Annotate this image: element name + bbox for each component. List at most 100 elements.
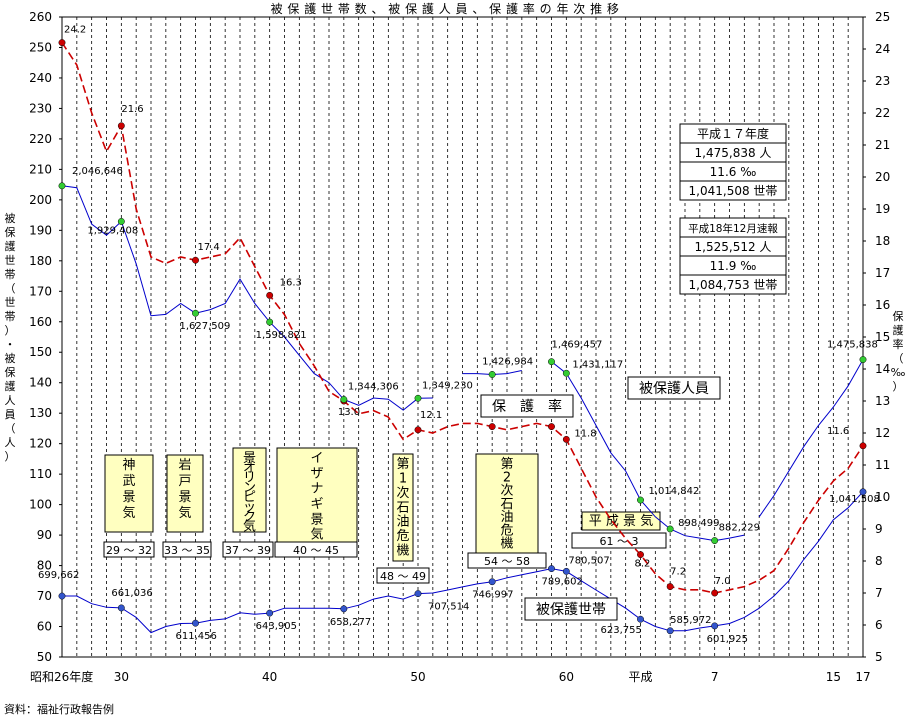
event-period-box bbox=[222, 541, 274, 558]
event-name-char: 石 bbox=[500, 497, 513, 512]
data-label: 789,602 bbox=[542, 577, 583, 588]
left-tick-label: 100 bbox=[29, 498, 52, 512]
x-tick-label: 17 bbox=[855, 670, 870, 684]
left-tick-label: 190 bbox=[29, 223, 52, 237]
series-line bbox=[758, 359, 864, 518]
data-label: 882,229 bbox=[719, 523, 760, 534]
data-point bbox=[414, 394, 422, 402]
summary-text: 1,475,838 人 bbox=[695, 146, 772, 160]
data-point bbox=[562, 567, 570, 575]
right-tick-label: 11 bbox=[875, 458, 890, 472]
summary-cell bbox=[679, 180, 787, 201]
left-axis-label-char: 世 bbox=[5, 254, 16, 267]
data-point bbox=[117, 122, 125, 130]
right-axis-label: 保護率（‰） bbox=[891, 309, 906, 393]
event-period-box bbox=[571, 532, 667, 549]
event-name-char: イ bbox=[310, 451, 323, 466]
data-label: 21.6 bbox=[121, 104, 143, 115]
event-name-char: ク bbox=[243, 510, 256, 525]
event-name-char: 危 bbox=[396, 529, 409, 544]
data-label: 13.0 bbox=[338, 407, 360, 418]
data-label: 7.0 bbox=[715, 576, 731, 587]
event-period: 54 〜 58 bbox=[484, 555, 530, 568]
left-tick-label: 170 bbox=[29, 284, 52, 298]
event-period-box bbox=[467, 552, 547, 569]
event-name-char: 武 bbox=[122, 474, 135, 489]
event-box bbox=[276, 447, 358, 547]
right-axis-label-char: 護 bbox=[893, 323, 904, 337]
event-period: 48 〜 49 bbox=[380, 570, 426, 583]
left-axis-label-char: （ bbox=[5, 422, 16, 435]
data-label: 658,277 bbox=[330, 617, 371, 628]
x-tick-label: 昭和26年度 bbox=[30, 669, 93, 684]
data-point bbox=[266, 291, 274, 299]
event-name-char: 機 bbox=[396, 544, 409, 559]
event-name-char: ッ bbox=[243, 500, 256, 515]
right-tick-label: 10 bbox=[875, 490, 890, 504]
event-name-char: 第 bbox=[500, 457, 513, 472]
data-label: 585,972 bbox=[670, 615, 711, 626]
data-point bbox=[266, 318, 274, 326]
data-label: 707,514 bbox=[428, 602, 469, 613]
event-name-char: 気 bbox=[122, 505, 135, 521]
left-tick-label: 120 bbox=[29, 437, 52, 451]
data-label: 780,507 bbox=[568, 555, 609, 566]
event-period-box bbox=[376, 567, 430, 584]
data-label: 623,755 bbox=[601, 625, 642, 636]
event-period-box bbox=[274, 541, 358, 558]
left-tick-label: 70 bbox=[37, 589, 52, 603]
event-name-char: 景 bbox=[178, 490, 191, 505]
event-name-char: ン bbox=[243, 480, 256, 495]
summary-text: 11.6 ‰ bbox=[710, 165, 757, 179]
data-label: 1,475,838 bbox=[827, 340, 878, 351]
event-name-char: 戸 bbox=[178, 474, 191, 489]
right-tick-label: 12 bbox=[875, 426, 890, 440]
event-period: 29 〜 32 bbox=[106, 544, 152, 557]
data-point bbox=[859, 488, 867, 496]
left-axis-label-char: 被 bbox=[5, 212, 16, 225]
left-axis-label-char: ） bbox=[5, 324, 16, 337]
right-tick-label: 22 bbox=[875, 106, 890, 120]
data-point bbox=[488, 423, 496, 431]
left-tick-label: 180 bbox=[29, 254, 52, 268]
data-point bbox=[117, 604, 125, 612]
right-axis-label-char: ‰ bbox=[891, 366, 906, 379]
source-note: 資料：福祉行政報告例 bbox=[4, 702, 114, 716]
event-name-char: 岩 bbox=[178, 458, 191, 473]
event-name-char: 景 bbox=[122, 490, 135, 505]
data-label: 11.6 bbox=[827, 426, 849, 437]
event-box bbox=[392, 453, 414, 562]
data-point bbox=[711, 622, 719, 630]
event-period: 37 〜 39 bbox=[225, 544, 271, 557]
left-tick-label: 150 bbox=[29, 345, 52, 359]
data-point bbox=[859, 442, 867, 450]
event-period: 61 〜 3 bbox=[600, 535, 639, 548]
left-tick-label: 250 bbox=[29, 40, 52, 54]
data-point bbox=[666, 583, 674, 591]
event-name-char: 第 bbox=[396, 457, 409, 472]
event-box bbox=[166, 454, 204, 533]
right-tick-label: 21 bbox=[875, 138, 890, 152]
left-axis-ticks: 50 60 70 80 90 100 110 120 130 140 150 160 170 180 190… bbox=[29, 10, 62, 664]
series-label: 保 護 率 bbox=[492, 398, 562, 415]
right-tick-label: 6 bbox=[875, 618, 883, 632]
summary-text: 平成１７年度 bbox=[697, 126, 769, 141]
data-label: 8.2 bbox=[635, 559, 651, 570]
data-label: 1,349,230 bbox=[422, 380, 473, 391]
event-name-char: 油 bbox=[500, 510, 513, 525]
x-tick-label: 50 bbox=[410, 670, 425, 684]
right-tick-label: 14 bbox=[875, 362, 890, 376]
right-tick-label: 16 bbox=[875, 298, 890, 312]
x-axis-ticks: 昭和26年度 30 40 50 60 平成 7 15 17 bbox=[30, 669, 871, 684]
left-axis-label-char: 員 bbox=[5, 408, 16, 421]
event-name-char: 気 bbox=[178, 505, 191, 521]
data-point bbox=[192, 256, 199, 264]
left-axis-label-char: 被 bbox=[5, 352, 16, 365]
left-axis-label: 被保護世帯（世帯）・被保護人員（人） bbox=[5, 212, 16, 463]
left-tick-label: 140 bbox=[29, 376, 52, 390]
series-label-box bbox=[480, 394, 574, 418]
data-point bbox=[548, 423, 555, 431]
series-markers bbox=[58, 39, 867, 635]
left-axis-label-char: 帯 bbox=[5, 310, 16, 323]
data-label: 1,598,821 bbox=[256, 330, 307, 341]
